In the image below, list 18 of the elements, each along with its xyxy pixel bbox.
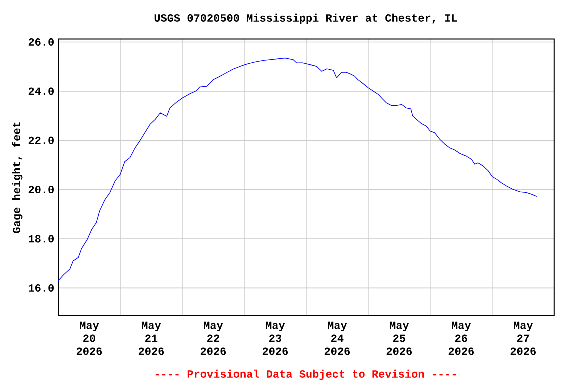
x-tick-label: May 20 2026	[76, 322, 102, 356]
y-tick-label: 22.0	[28, 136, 54, 144]
x-tick-label: May 23 2026	[262, 322, 288, 356]
y-tick-label: 18.0	[28, 235, 54, 243]
x-tick-label: May 24 2026	[324, 322, 350, 356]
y-axis-title: Gage height, feet	[12, 122, 23, 234]
text: ---- Provisional Data Subject to Revision ----	[156, 370, 456, 380]
line-series	[58, 58, 538, 282]
x-tick-label: May 21 2026	[138, 322, 164, 356]
y-tick-label: 20.0	[28, 186, 54, 194]
x-tick-label: May 26 2026	[448, 322, 474, 356]
y-tick-label: 26.0	[28, 38, 54, 46]
x-tick-label: May 27 2026	[510, 322, 536, 356]
x-tick-label: May 25 2026	[386, 322, 412, 356]
chart-title: USGS 07020500 Mississippi River at Chester, IL	[154, 14, 458, 24]
y-tick-label: 16.0	[28, 284, 54, 292]
x-tick-label: May 22 2026	[200, 322, 226, 356]
y-tick-label: 24.0	[28, 88, 54, 96]
